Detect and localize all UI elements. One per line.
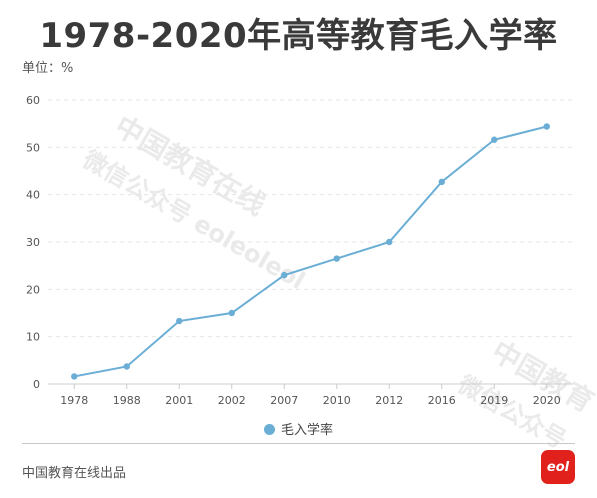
unit-label: 单位：% (22, 61, 74, 76)
data-point (543, 123, 550, 130)
data-point (123, 363, 130, 370)
x-tick-label: 2016 (428, 394, 456, 407)
series-line (74, 125, 547, 378)
eol-logo: eol (541, 450, 575, 484)
grid-layer (48, 99, 573, 338)
legend-label: 毛入学率 (280, 423, 333, 438)
data-point (386, 238, 393, 246)
divider (22, 443, 575, 444)
data-point (491, 136, 498, 143)
x-tick-label: 2002 (218, 394, 246, 407)
x-tick-label: 1978 (60, 394, 88, 407)
data-point (281, 271, 288, 279)
data-point (71, 373, 78, 380)
data-point (176, 317, 183, 325)
y-tick-label: 30 (26, 236, 40, 249)
y-tick-label: 60 (26, 94, 40, 107)
axis-layer: 0 10 20 30 40 50 60 1978 1988 2001 2002 2007 2010 201… (26, 94, 573, 407)
x-tick-label: 2020 (533, 394, 561, 407)
x-tick-label: 2010 (323, 394, 351, 407)
y-tick-label: 10 (26, 331, 40, 344)
legend[interactable]: 毛入学率 (0, 419, 597, 438)
y-tick-label: 50 (26, 141, 40, 154)
x-tick-label: 2012 (375, 394, 403, 407)
x-tick-label: 2007 (270, 394, 298, 407)
legend-marker (263, 424, 275, 435)
x-tick-label: 1988 (113, 394, 141, 407)
data-point (228, 309, 235, 317)
page-title: 1978-2020年高等教育毛入学率 (39, 16, 558, 56)
x-tick-label: 2001 (165, 394, 193, 407)
series-layer (71, 123, 550, 380)
y-tick-label: 0 (33, 378, 40, 391)
data-point (333, 255, 340, 262)
footer-credit: 中国教育在线出品 (22, 466, 127, 481)
x-tick-label: 2019 (480, 394, 508, 407)
y-tick-label: 40 (26, 189, 40, 202)
data-point (438, 178, 445, 186)
y-tick-label: 20 (26, 283, 40, 296)
